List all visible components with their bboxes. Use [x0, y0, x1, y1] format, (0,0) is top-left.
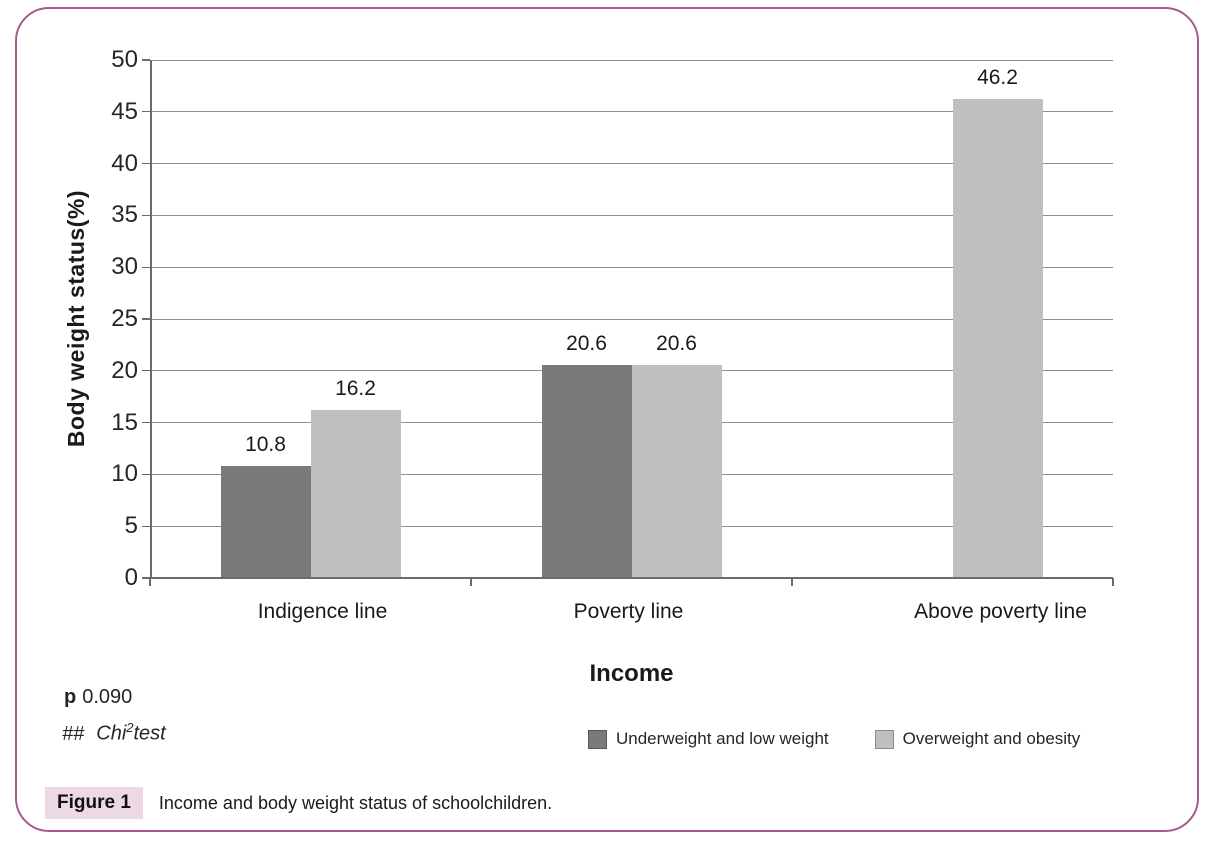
gridline [150, 214, 1113, 216]
y-axis-tick [142, 318, 150, 320]
category-label: Above poverty line [914, 600, 1087, 623]
bar-underweight-2 [541, 364, 632, 578]
y-tick-label: 40 [111, 149, 138, 177]
y-tick-label: 5 [124, 512, 138, 540]
x-axis-tick [1112, 578, 1114, 586]
y-tick-label: 20 [111, 356, 138, 384]
gridline [150, 111, 1113, 113]
category-label: Poverty line [573, 600, 684, 623]
figure-caption-label: Figure 1 [45, 787, 143, 819]
gridline [150, 163, 1113, 165]
y-tick-label: 30 [111, 253, 138, 281]
y-axis-tick [142, 421, 150, 424]
y-axis-tick [142, 59, 150, 61]
gridline [150, 318, 1113, 320]
legend-item-overweight: Overweight and obesity [874, 729, 1081, 749]
test-note-prefix: ## [62, 722, 85, 745]
x-axis-tick [470, 578, 472, 586]
bar-value-label: 20.6 [566, 331, 607, 355]
chi-square-test-note: ## Chi2test [62, 720, 166, 746]
bar-overweight-2 [631, 364, 722, 578]
category-label: Indigence line [257, 600, 388, 623]
x-axis-line [150, 577, 1113, 579]
p-value: 0.090 [82, 686, 133, 708]
y-axis-tick [142, 111, 150, 113]
y-axis-tick [142, 525, 150, 527]
y-axis-tick [142, 577, 150, 579]
y-tick-label: 35 [111, 201, 138, 229]
p-value-note: p 0.090 [64, 686, 132, 709]
y-axis-tick [142, 473, 150, 476]
x-axis-title: Income [589, 660, 674, 687]
bar-underweight-1 [220, 466, 311, 578]
y-axis-tick [142, 370, 150, 372]
legend-swatch-overweight-icon [874, 729, 894, 749]
legend-item-underweight: Underweight and low weight [588, 729, 829, 749]
bar-value-label: 16.2 [335, 377, 376, 401]
legend-label-overweight: Overweight and obesity [902, 729, 1081, 748]
gridline [150, 59, 1113, 61]
p-label: p [64, 686, 77, 708]
bar-value-label: 10.8 [245, 433, 286, 457]
test-note-superscript: 2 [126, 720, 134, 735]
bar-overweight-1 [310, 410, 401, 578]
figure-caption-text: Income and body weight status of schoolc… [158, 792, 553, 813]
legend-label-underweight: Underweight and low weight [616, 729, 829, 748]
y-tick-label: 45 [111, 97, 138, 125]
figure-caption: Figure 1 Income and body weight status o… [45, 787, 552, 819]
x-axis-tick [791, 578, 793, 586]
y-axis-tick [142, 162, 150, 165]
y-tick-label: 15 [111, 408, 138, 436]
y-axis-tick [142, 214, 150, 217]
y-tick-label: 25 [111, 305, 138, 332]
y-tick-label: 10 [111, 460, 138, 488]
test-note-suffix: test [133, 722, 166, 745]
x-axis-tick [149, 578, 151, 586]
test-note-base: Chi [96, 722, 127, 745]
bar-overweight-3 [952, 99, 1043, 578]
bar-value-label: 20.6 [656, 331, 697, 355]
gridline [150, 266, 1113, 268]
legend-swatch-underweight-icon [588, 729, 607, 749]
y-axis-line [150, 60, 152, 578]
bar-value-label: 46.2 [977, 66, 1018, 90]
y-tick-label: 0 [124, 564, 138, 591]
legend: Underweight and low weight Overweight an… [588, 729, 1080, 749]
y-tick-label: 50 [111, 46, 138, 73]
y-axis-tick [142, 266, 150, 268]
